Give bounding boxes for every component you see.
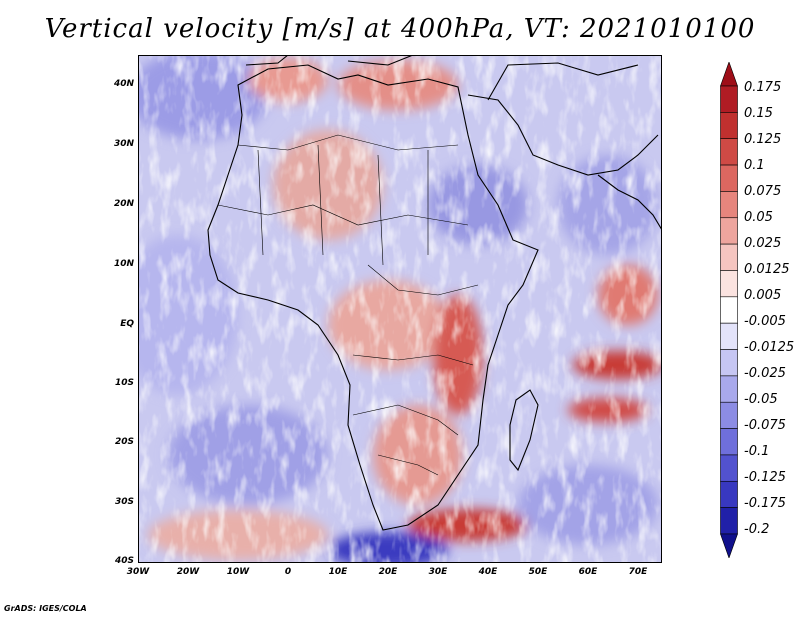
colorbar-swatch — [720, 454, 738, 482]
colorbar-swatch — [720, 191, 738, 219]
colorbar-swatch — [720, 296, 738, 324]
lon-label-50e: 50E — [528, 567, 548, 577]
colorbar-label: 0.15 — [744, 106, 773, 121]
lat-label-20n: 20N — [113, 199, 134, 209]
lon-label-70e: 70E — [628, 567, 648, 577]
lon-label-10e: 10E — [328, 567, 348, 577]
lon-label-30w: 30W — [126, 567, 150, 577]
colorbar-label: 0.0125 — [744, 262, 790, 277]
colorbar-swatch — [720, 349, 738, 377]
lat-label-10s: 10S — [114, 378, 134, 388]
colorbar-swatch — [720, 270, 738, 298]
colorbar-label: 0.005 — [744, 288, 782, 303]
lon-label-0: 0 — [284, 567, 292, 577]
lat-label-40n: 40N — [113, 79, 134, 89]
lon-label-60e: 60E — [578, 567, 598, 577]
colorbar-swatch — [720, 138, 738, 166]
colorbar-label: 0.05 — [744, 210, 773, 225]
lon-label-10w: 10W — [226, 567, 250, 577]
colorbar-label: -0.05 — [744, 392, 778, 407]
colorbar-label: 0.175 — [744, 80, 782, 95]
lon-label-30e: 30E — [428, 567, 448, 577]
colorbar-swatch — [720, 164, 738, 192]
field-texture — [138, 55, 662, 563]
colorbar-label: 0.1 — [744, 158, 765, 173]
map-frame — [138, 55, 662, 563]
colorbar-label: 0.025 — [744, 236, 782, 251]
lat-label-40s: 40S — [114, 556, 134, 566]
lat-label-30n: 30N — [113, 139, 134, 149]
colorbar-swatch — [720, 322, 738, 350]
colorbar-label: -0.075 — [744, 418, 786, 433]
colorbar-swatch — [720, 112, 738, 140]
colorbar-label: -0.1 — [744, 444, 770, 459]
coastlines — [207, 55, 662, 531]
colorbar-swatch — [720, 375, 738, 403]
lon-label-20e: 20E — [378, 567, 398, 577]
colorbar-swatch — [720, 428, 738, 456]
colorbar-swatch — [720, 217, 738, 245]
colorbar-swatch — [720, 401, 738, 429]
colorbar-swatch — [720, 507, 738, 535]
colorbar-label: 0.075 — [744, 184, 782, 199]
colorbar-label: -0.005 — [744, 314, 786, 329]
colorbar-swatch — [720, 243, 738, 271]
lon-label-20w: 20W — [176, 567, 200, 577]
colorbar-label: -0.125 — [744, 470, 786, 485]
colorbar-label: -0.175 — [744, 496, 786, 511]
lat-label-20s: 20S — [114, 437, 134, 447]
borders — [217, 134, 479, 476]
lat-label-eq: EQ — [120, 319, 134, 329]
colorbar — [720, 62, 738, 558]
colorbar-label: -0.025 — [744, 366, 786, 381]
colorbar-label: -0.2 — [744, 522, 770, 537]
map-title: Vertical velocity [m/s] at 400hPa, VT: 2… — [44, 14, 756, 44]
colorbar-swatch — [720, 480, 738, 508]
colorbar-swatch — [720, 85, 738, 113]
colorbar-swatch — [720, 533, 738, 558]
colorbar-swatch — [720, 62, 738, 87]
colorbar-label: -0.0125 — [744, 340, 795, 355]
credit-text: GrADS: IGES/COLA — [4, 604, 87, 613]
colorbar-label: 0.125 — [744, 132, 782, 147]
lat-label-10n: 10N — [113, 259, 134, 269]
lat-label-30s: 30S — [114, 497, 134, 507]
lon-label-40e: 40E — [478, 567, 498, 577]
velocity-map — [138, 55, 662, 563]
